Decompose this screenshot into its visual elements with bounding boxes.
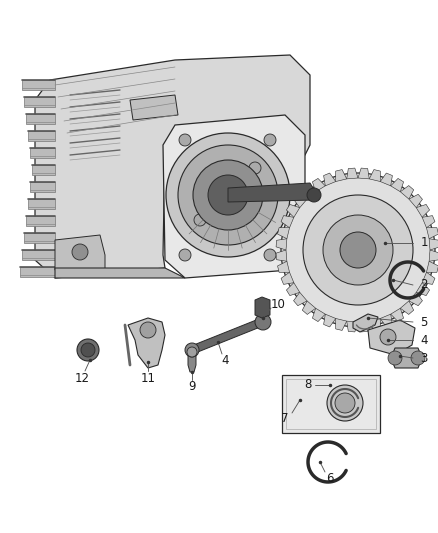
Polygon shape	[358, 168, 369, 179]
Circle shape	[179, 249, 191, 261]
Polygon shape	[188, 355, 196, 372]
Polygon shape	[312, 308, 325, 321]
Circle shape	[327, 385, 363, 421]
Polygon shape	[400, 185, 414, 199]
Polygon shape	[369, 319, 380, 330]
Polygon shape	[400, 301, 414, 314]
Circle shape	[281, 173, 435, 327]
Polygon shape	[281, 272, 294, 285]
Circle shape	[340, 232, 376, 268]
Circle shape	[303, 195, 413, 305]
Polygon shape	[347, 321, 358, 332]
Polygon shape	[28, 131, 55, 141]
Circle shape	[335, 393, 355, 413]
Polygon shape	[293, 292, 307, 306]
Polygon shape	[293, 195, 307, 208]
Polygon shape	[347, 168, 358, 179]
Polygon shape	[393, 348, 420, 368]
Circle shape	[388, 351, 402, 365]
Polygon shape	[429, 250, 438, 261]
Text: 7: 7	[281, 411, 289, 424]
Polygon shape	[324, 173, 336, 186]
Polygon shape	[336, 169, 347, 182]
Polygon shape	[422, 216, 435, 228]
Polygon shape	[358, 321, 369, 332]
Text: 2: 2	[420, 279, 428, 292]
Circle shape	[208, 175, 248, 215]
Circle shape	[185, 343, 199, 357]
Circle shape	[193, 160, 263, 230]
Polygon shape	[416, 282, 430, 296]
Circle shape	[140, 322, 156, 338]
Polygon shape	[286, 204, 300, 217]
Polygon shape	[409, 292, 422, 306]
Text: 9: 9	[188, 381, 196, 393]
Circle shape	[179, 134, 191, 146]
Circle shape	[307, 188, 321, 202]
Polygon shape	[28, 199, 55, 209]
Polygon shape	[324, 314, 336, 327]
Polygon shape	[336, 319, 347, 330]
Polygon shape	[391, 308, 403, 321]
Circle shape	[264, 249, 276, 261]
Polygon shape	[427, 261, 438, 272]
Polygon shape	[380, 173, 392, 186]
Polygon shape	[32, 165, 55, 175]
Circle shape	[187, 347, 197, 357]
Polygon shape	[312, 179, 325, 192]
Polygon shape	[302, 185, 316, 199]
Polygon shape	[416, 204, 430, 217]
Polygon shape	[24, 97, 55, 107]
Text: 11: 11	[141, 372, 155, 384]
Polygon shape	[429, 239, 438, 250]
Bar	[282, 375, 380, 433]
Polygon shape	[128, 318, 165, 368]
Polygon shape	[55, 268, 185, 278]
Polygon shape	[422, 272, 435, 285]
Polygon shape	[409, 195, 422, 208]
Bar	[286, 379, 376, 429]
Polygon shape	[380, 314, 392, 327]
Text: 6: 6	[326, 472, 334, 484]
Polygon shape	[22, 250, 55, 260]
Text: 10: 10	[271, 298, 286, 311]
Text: 5: 5	[420, 316, 427, 328]
Polygon shape	[369, 169, 380, 182]
Text: 8: 8	[304, 378, 312, 392]
Circle shape	[255, 314, 271, 330]
Circle shape	[72, 244, 88, 260]
Text: 12: 12	[74, 372, 89, 384]
Polygon shape	[26, 216, 55, 226]
Polygon shape	[26, 114, 55, 124]
Circle shape	[264, 134, 276, 146]
Polygon shape	[35, 55, 310, 278]
Circle shape	[411, 351, 425, 365]
Polygon shape	[24, 233, 55, 243]
Circle shape	[178, 145, 278, 245]
Polygon shape	[276, 250, 287, 261]
Polygon shape	[281, 216, 294, 228]
Text: 1: 1	[420, 237, 428, 249]
Circle shape	[249, 162, 261, 174]
Polygon shape	[55, 235, 105, 270]
Polygon shape	[278, 261, 290, 272]
Polygon shape	[302, 301, 316, 314]
Polygon shape	[191, 318, 264, 354]
Circle shape	[194, 214, 206, 226]
Circle shape	[380, 329, 396, 345]
Circle shape	[166, 133, 290, 257]
Polygon shape	[391, 179, 403, 192]
Polygon shape	[163, 115, 305, 278]
Polygon shape	[286, 282, 300, 296]
Polygon shape	[130, 95, 178, 120]
Polygon shape	[228, 183, 315, 202]
Circle shape	[77, 339, 99, 361]
Polygon shape	[278, 228, 290, 239]
Polygon shape	[30, 182, 55, 192]
Text: 4: 4	[420, 334, 428, 346]
Polygon shape	[30, 148, 55, 158]
Polygon shape	[20, 267, 55, 277]
Polygon shape	[22, 80, 55, 90]
Circle shape	[323, 215, 393, 285]
